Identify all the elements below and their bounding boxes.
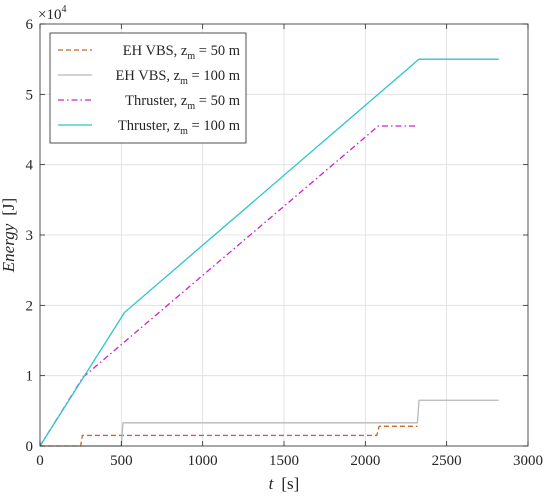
y-axis-unit: [J] [0, 198, 18, 216]
legend-label-suffix: = 100 m [188, 68, 241, 84]
y-multiplier-exponent: 4 [61, 4, 66, 15]
legend-label-1: EH VBS, zm = 50 m [123, 43, 241, 62]
x-tick-label: 1000 [188, 453, 218, 469]
legend-label-subscript: m [187, 101, 195, 112]
legend-label-4: Thruster, zm = 100 m [118, 118, 241, 137]
y-axis-symbol: Energy [0, 223, 18, 273]
y-tick-label: 6 [26, 17, 34, 33]
y-tick-label: 0 [26, 439, 34, 455]
x-tick-label: 500 [110, 453, 133, 469]
y-multiplier: ×104 [38, 4, 66, 23]
legend-label-suffix: = 50 m [195, 93, 241, 109]
y-multiplier-base: ×10 [38, 7, 61, 23]
x-tick-label: 2000 [350, 453, 380, 469]
legend-label-3: Thruster, zm = 50 m [125, 93, 241, 112]
y-tick-label: 2 [26, 298, 34, 314]
legend-label-subscript: m [187, 51, 195, 62]
series-line-4 [39, 58, 499, 447]
ticks: 0 500 1000 1500 2000 2500 3000 0 1 2 3 4 5 6 [26, 17, 544, 469]
y-tick-label: 5 [26, 87, 34, 103]
legend-label-suffix: = 50 m [195, 43, 241, 59]
x-axis-label: t [s] [269, 474, 300, 493]
y-tick-label: 1 [26, 369, 34, 385]
y-tick-label: 4 [26, 158, 34, 174]
x-tick-label: 0 [36, 453, 44, 469]
x-tick-label: 2500 [432, 453, 462, 469]
legend-label-name: Thruster, z [118, 118, 181, 134]
x-tick-label: 3000 [513, 453, 543, 469]
legend-label-subscript: m [180, 76, 188, 87]
y-tick-label: 3 [26, 228, 34, 244]
x-axis-symbol: t [269, 474, 275, 493]
legend-label-suffix: = 100 m [188, 118, 241, 134]
legend-entries: EH VBS, zm = 50 mEH VBS, zm = 100 mThrus… [58, 43, 241, 137]
grid [40, 24, 528, 446]
x-tick-label: 1500 [269, 453, 299, 469]
legend-label-name: EH VBS, z [123, 43, 188, 59]
legend: EH VBS, zm = 50 mEH VBS, zm = 100 mThrus… [49, 32, 247, 144]
legend-label-2: EH VBS, zm = 100 m [116, 68, 241, 87]
y-axis-label: Energy [J] [0, 198, 18, 273]
legend-label-name: Thruster, z [125, 93, 188, 109]
legend-label-name: EH VBS, z [116, 68, 181, 84]
legend-label-subscript: m [180, 126, 188, 137]
x-axis-unit: [s] [281, 474, 299, 493]
